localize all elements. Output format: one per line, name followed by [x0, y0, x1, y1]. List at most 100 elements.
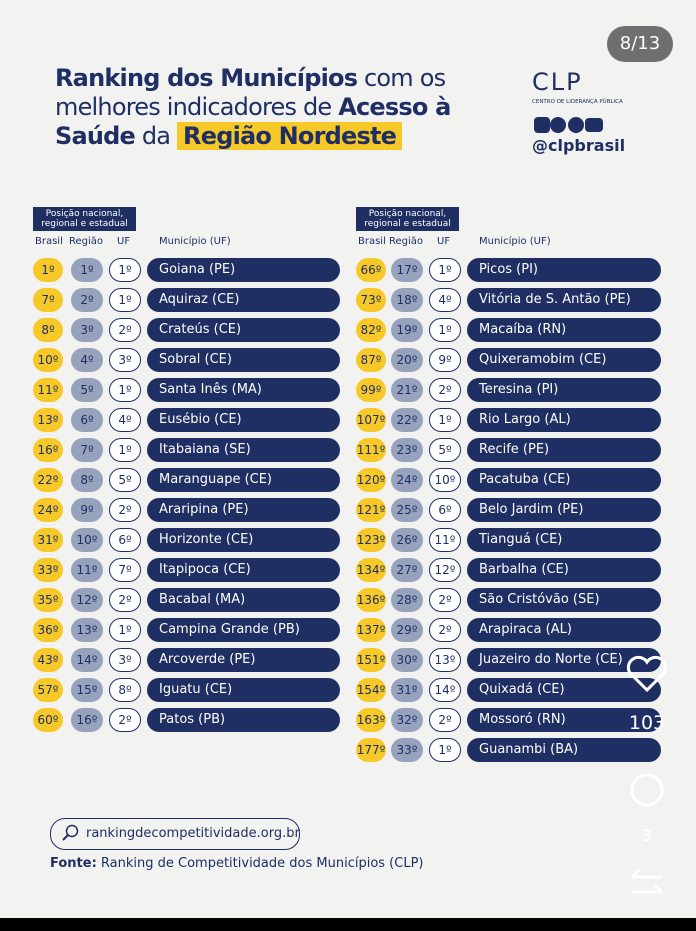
brasil-rank: 13º: [33, 408, 63, 432]
brasil-rank: 82º: [356, 318, 386, 342]
municipio: Santa Inês (MA): [147, 378, 340, 402]
share-icon[interactable]: [630, 867, 664, 894]
regiao-rank: 18º: [391, 288, 423, 312]
uf-rank: 2º: [109, 318, 141, 342]
brasil-rank: 73º: [356, 288, 386, 312]
title-part: Acesso à Saúde: [55, 93, 451, 150]
action-icons: [626, 655, 668, 894]
uf-rank: 1º: [109, 438, 141, 462]
like-count: 103: [628, 712, 666, 734]
municipio: Horizonte (CE): [147, 528, 340, 552]
uf-rank: 4º: [429, 288, 461, 312]
brasil-rank: 33º: [33, 558, 63, 582]
regiao-rank: 21º: [391, 378, 423, 402]
brasil-rank: 123º: [356, 528, 386, 552]
regiao-rank: 28º: [391, 588, 423, 612]
uf-rank: 1º: [109, 618, 141, 642]
municipio: Quixeramobim (CE): [467, 348, 661, 372]
regiao-rank: 22º: [391, 408, 423, 432]
brasil-rank: 120º: [356, 468, 386, 492]
regiao-rank: 12º: [71, 588, 103, 612]
regiao-rank: 27º: [391, 558, 423, 582]
regiao-rank: 9º: [71, 498, 103, 522]
municipio: Rio Largo (AL): [467, 408, 661, 432]
brasil-rank: 36º: [33, 618, 63, 642]
source-label: Fonte:: [50, 856, 97, 871]
municipio: Goiana (PE): [147, 258, 340, 282]
group-header: Posição nacional, regional e estadual: [356, 207, 459, 231]
brasil-rank: 8º: [33, 318, 63, 342]
logo-subtitle: CENTRO DE LIDERANÇA PÚBLICA: [532, 99, 623, 105]
municipio: Pacatuba (CE): [467, 468, 661, 492]
brasil-rank: 137º: [356, 618, 386, 642]
column-header: Município (UF): [479, 236, 551, 247]
regiao-rank: 24º: [391, 468, 423, 492]
regiao-rank: 29º: [391, 618, 423, 642]
regiao-rank: 25º: [391, 498, 423, 522]
municipio: Bacabal (MA): [147, 588, 340, 612]
brasil-rank: 99º: [356, 378, 386, 402]
municipio: Picos (PI): [467, 258, 661, 282]
brasil-rank: 136º: [356, 588, 386, 612]
uf-rank: 7º: [109, 558, 141, 582]
regiao-rank: 7º: [71, 438, 103, 462]
brasil-rank: 7º: [33, 288, 63, 312]
brasil-rank: 177º: [356, 738, 386, 762]
uf-rank: 6º: [429, 498, 461, 522]
uf-rank: 2º: [429, 618, 461, 642]
brasil-rank: 60º: [33, 708, 63, 732]
municipio: Macaíba (RN): [467, 318, 661, 342]
municipio: Quixadá (CE): [467, 678, 661, 702]
uf-rank: 2º: [109, 498, 141, 522]
logo-handle: @clpbrasil: [532, 136, 626, 155]
regiao-rank: 3º: [71, 318, 103, 342]
uf-rank: 3º: [109, 348, 141, 372]
uf-rank: 11º: [429, 528, 461, 552]
slide-counter: 8/13: [607, 26, 673, 62]
title-part: Ranking dos Municípios: [55, 64, 358, 92]
website-url: rankingdecompetitividade.org.br: [86, 826, 300, 841]
brasil-rank: 10º: [33, 348, 63, 372]
regiao-rank: 14º: [71, 648, 103, 672]
uf-rank: 2º: [429, 708, 461, 732]
brasil-rank: 121º: [356, 498, 386, 522]
column-header: Região: [389, 236, 424, 247]
regiao-rank: 2º: [71, 288, 103, 312]
brasil-rank: 107º: [356, 408, 386, 432]
brasil-rank: 22º: [33, 468, 63, 492]
municipio: Barbalha (CE): [467, 558, 661, 582]
municipio: Crateús (CE): [147, 318, 340, 342]
municipio: Sobral (CE): [147, 348, 340, 372]
source-text: Ranking de Competitividade dos Município…: [96, 856, 424, 871]
group-header: Posição nacional, regional e estadual: [33, 207, 136, 231]
website-link[interactable]: rankingdecompetitividade.org.br: [50, 818, 300, 850]
municipio: Iguatu (CE): [147, 678, 340, 702]
uf-rank: 6º: [109, 528, 141, 552]
regiao-rank: 13º: [71, 618, 103, 642]
municipio: Eusébio (CE): [147, 408, 340, 432]
brasil-rank: 43º: [33, 648, 63, 672]
regiao-rank: 4º: [71, 348, 103, 372]
comment-icon[interactable]: [630, 773, 664, 807]
column-header: Município (UF): [159, 236, 231, 247]
column-header: UF: [117, 236, 131, 247]
brasil-rank: 111º: [356, 438, 386, 462]
title-part: da: [135, 122, 178, 150]
regiao-rank: 16º: [71, 708, 103, 732]
title: Ranking dos Municípios com os melhores i…: [55, 64, 475, 151]
source: Fonte: Ranking de Competitividade dos Mu…: [50, 856, 423, 871]
logo: CLP: [532, 68, 583, 96]
column-header: Brasil: [358, 236, 386, 247]
municipio: Campina Grande (PB): [147, 618, 340, 642]
uf-rank: 13º: [429, 648, 461, 672]
municipio: Tianguá (CE): [467, 528, 661, 552]
regiao-rank: 20º: [391, 348, 423, 372]
like-icon[interactable]: [626, 655, 668, 693]
regiao-rank: 31º: [391, 678, 423, 702]
regiao-rank: 30º: [391, 648, 423, 672]
uf-rank: 14º: [429, 678, 461, 702]
column-header: Região: [69, 236, 104, 247]
brasil-rank: 35º: [33, 588, 63, 612]
title-highlight: Região Nordeste: [177, 122, 403, 150]
municipio: Mossoró (RN): [467, 708, 661, 732]
